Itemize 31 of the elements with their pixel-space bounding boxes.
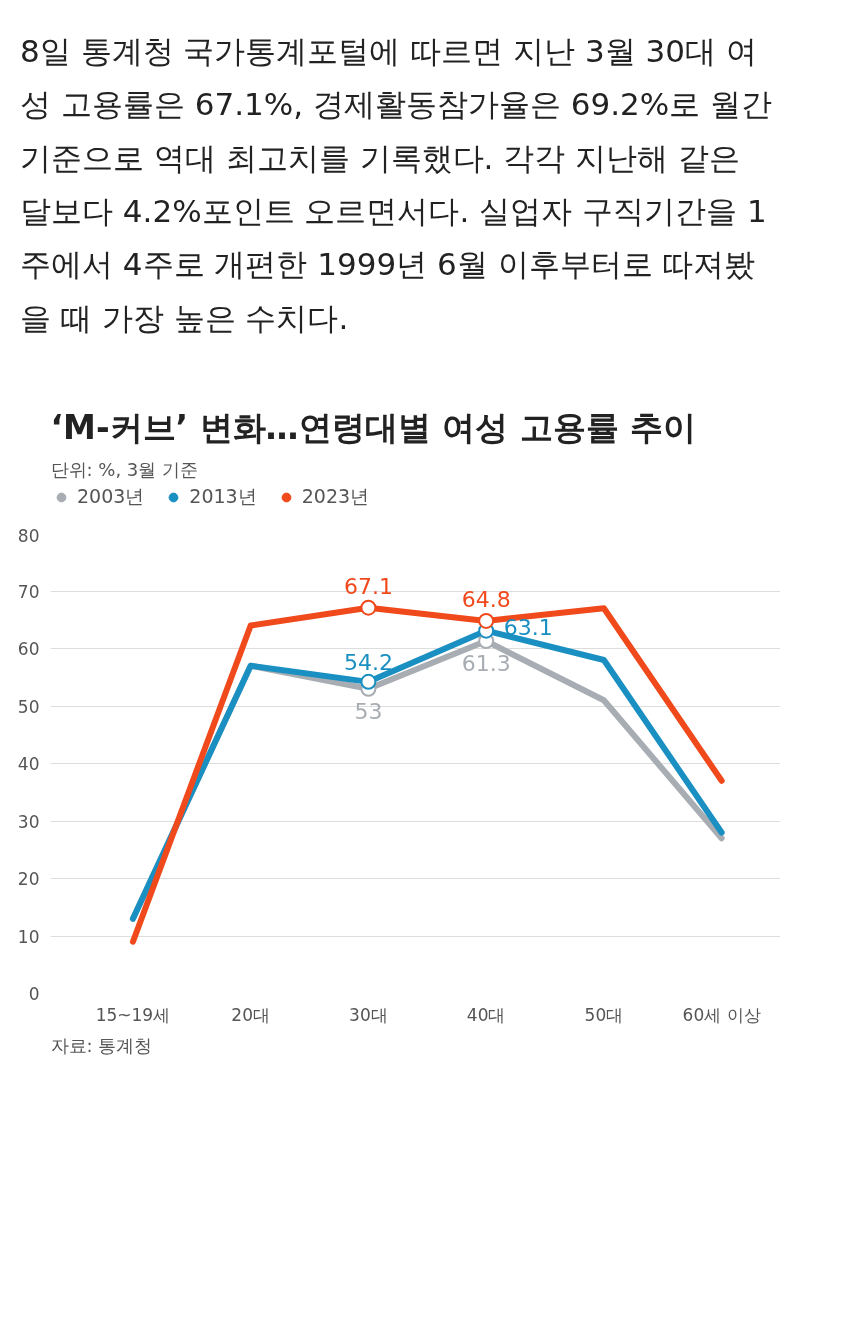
legend-label: 2003년 (77, 483, 145, 509)
data-label: 64.8 (461, 586, 511, 612)
legend-label: 2023년 (301, 483, 370, 509)
text: 8일 통계청 국가통계포털에 따르면 지난 3월 30대 여성 고용률은 67.1%, 경제활동참가율은 69.2%로 월간 기준으로 역대 최고치를 기록했다. 각각 지난해 같은 달보다 4.2%포인트 오르면서다. 실업자 구직기간을 1주에서 4주로 개편한 1999년 6월 이후부터로 따져봤을 때 가장 높은 수치다. (20, 32, 774, 338)
point (478, 612, 495, 629)
chart-subtitle: 단위: %, 3월 기준 (50, 458, 199, 480)
y-tick-label: 50 (17, 696, 40, 717)
data-label: 67.1 (343, 573, 393, 599)
chart-title: ‘M-커브’ 변화…연령대별 여성 고용률 추이 (50, 407, 697, 447)
text: 자료: 통계청 (50, 1034, 153, 1056)
data-label: 61.3 (461, 650, 511, 676)
point (360, 673, 377, 690)
data-label: 63.1 (503, 614, 553, 640)
point (360, 599, 377, 616)
data-label: 53 (354, 698, 383, 724)
y-tick-label: 80 (17, 525, 40, 546)
x-tick-label: 20대 (231, 1004, 270, 1025)
data-label: 54.2 (343, 649, 393, 675)
y-tick-label: 40 (17, 753, 40, 774)
x-tick-label: 15~19세 (95, 1004, 171, 1025)
y-tick-label: 60 (17, 638, 40, 659)
x-tick-label: 30대 (349, 1004, 388, 1025)
x-tick-label: 60세 이상 (682, 1004, 761, 1025)
legend-label: 2013년 (189, 483, 257, 509)
x-tick-label: 40대 (466, 1004, 506, 1025)
y-tick-label: 20 (17, 868, 40, 889)
y-tick-label: 10 (17, 926, 40, 947)
y-tick-label: 70 (17, 581, 40, 602)
y-tick-label: 0 (28, 983, 40, 1004)
y-tick-label: 30 (17, 811, 40, 832)
x-tick-label: 50대 (584, 1004, 624, 1025)
